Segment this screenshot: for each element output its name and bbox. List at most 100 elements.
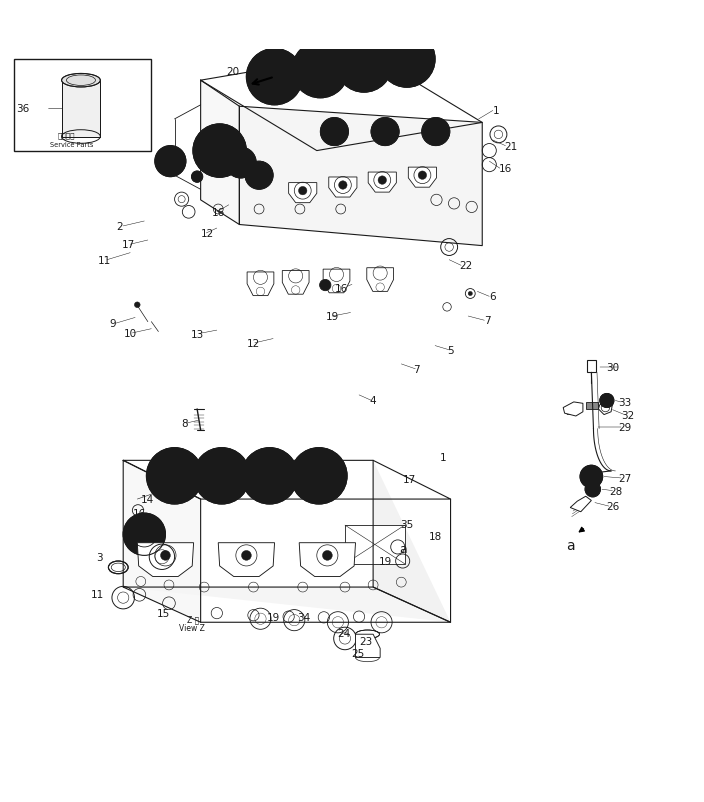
- Text: 5: 5: [447, 346, 454, 355]
- Polygon shape: [563, 403, 583, 416]
- Text: 32: 32: [622, 410, 634, 420]
- Circle shape: [298, 187, 307, 196]
- Text: 7: 7: [127, 535, 134, 545]
- Bar: [14, 60, 151, 152]
- Text: 11: 11: [98, 255, 111, 265]
- Text: 3: 3: [96, 552, 103, 562]
- Circle shape: [193, 124, 246, 178]
- Text: 22: 22: [460, 261, 472, 271]
- Text: 25: 25: [351, 648, 364, 658]
- Circle shape: [422, 119, 450, 147]
- Text: 31: 31: [565, 407, 578, 416]
- Polygon shape: [123, 461, 451, 500]
- Polygon shape: [598, 401, 612, 415]
- Bar: [586, 403, 598, 410]
- Circle shape: [149, 545, 175, 569]
- Polygon shape: [289, 184, 317, 204]
- Text: a: a: [566, 538, 574, 552]
- Text: 16: 16: [212, 208, 225, 217]
- Text: 34: 34: [298, 613, 310, 622]
- Polygon shape: [218, 543, 275, 577]
- Polygon shape: [368, 173, 396, 192]
- Text: View Z: View Z: [179, 623, 204, 632]
- Text: 1: 1: [440, 452, 447, 462]
- Circle shape: [336, 37, 392, 93]
- Text: 4: 4: [370, 396, 377, 406]
- Circle shape: [371, 119, 399, 147]
- Text: 30: 30: [606, 363, 619, 372]
- Circle shape: [225, 148, 256, 179]
- Circle shape: [241, 448, 298, 504]
- Text: 6: 6: [489, 292, 496, 302]
- Text: 補給專用: 補給專用: [58, 132, 75, 140]
- Polygon shape: [570, 496, 591, 512]
- Text: 1: 1: [493, 107, 500, 116]
- Text: 19: 19: [326, 312, 339, 322]
- Text: 11: 11: [91, 589, 103, 599]
- Circle shape: [161, 551, 170, 561]
- Ellipse shape: [108, 561, 128, 574]
- Polygon shape: [137, 543, 194, 577]
- Circle shape: [146, 448, 203, 504]
- Circle shape: [291, 448, 347, 504]
- Text: 13: 13: [191, 329, 203, 339]
- Text: 17: 17: [403, 475, 416, 484]
- Circle shape: [580, 466, 603, 488]
- Text: 36: 36: [16, 104, 29, 114]
- Text: 7: 7: [413, 364, 420, 375]
- Polygon shape: [356, 634, 380, 658]
- Text: 12: 12: [201, 229, 214, 239]
- Polygon shape: [329, 178, 357, 198]
- Text: 7: 7: [484, 316, 491, 326]
- Text: 20: 20: [226, 67, 239, 77]
- Circle shape: [378, 176, 386, 185]
- Polygon shape: [299, 543, 356, 577]
- Text: Z 樣: Z 樣: [187, 614, 200, 623]
- Text: 20: 20: [386, 64, 399, 74]
- Circle shape: [379, 32, 435, 88]
- Circle shape: [339, 181, 347, 190]
- Circle shape: [468, 292, 472, 296]
- Polygon shape: [201, 53, 482, 152]
- Polygon shape: [282, 271, 309, 295]
- Bar: [62, 81, 101, 137]
- Text: 15: 15: [142, 523, 154, 533]
- Ellipse shape: [356, 630, 379, 638]
- Text: 27: 27: [619, 473, 631, 484]
- Ellipse shape: [62, 75, 101, 88]
- Circle shape: [213, 144, 227, 159]
- Text: 2: 2: [116, 221, 123, 232]
- Polygon shape: [373, 461, 451, 622]
- Polygon shape: [123, 461, 201, 622]
- Text: 14: 14: [142, 495, 154, 504]
- Circle shape: [320, 119, 348, 147]
- Text: 15: 15: [157, 609, 170, 618]
- Polygon shape: [201, 81, 239, 225]
- Text: 9: 9: [109, 318, 116, 329]
- Text: 12: 12: [247, 338, 260, 348]
- Bar: [62, 81, 101, 137]
- Text: 35: 35: [401, 519, 413, 529]
- Text: 21: 21: [504, 141, 517, 152]
- Circle shape: [322, 551, 332, 561]
- Circle shape: [139, 529, 150, 541]
- Text: 26: 26: [606, 501, 619, 512]
- Text: 10: 10: [124, 329, 137, 338]
- Circle shape: [418, 172, 427, 180]
- Polygon shape: [367, 269, 394, 292]
- Text: a: a: [398, 542, 407, 555]
- Circle shape: [600, 394, 614, 408]
- Polygon shape: [323, 269, 350, 294]
- Circle shape: [123, 513, 165, 556]
- Text: 16: 16: [499, 164, 512, 174]
- Text: 19: 19: [267, 613, 279, 622]
- Circle shape: [134, 302, 140, 308]
- Text: 24: 24: [337, 628, 350, 638]
- Circle shape: [292, 43, 348, 99]
- Bar: [345, 525, 405, 564]
- Text: 33: 33: [619, 398, 631, 407]
- Text: 17: 17: [122, 240, 134, 250]
- Text: 19: 19: [379, 557, 392, 566]
- Text: 23: 23: [360, 637, 372, 646]
- Circle shape: [320, 280, 331, 291]
